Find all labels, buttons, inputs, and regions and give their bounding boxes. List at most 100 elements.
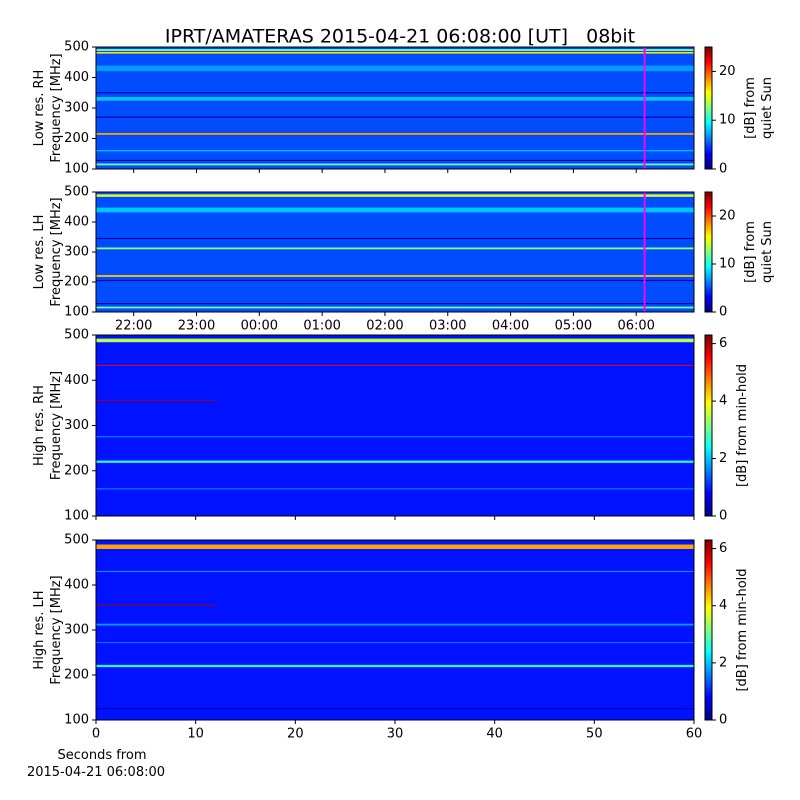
x-tick-label: 30 bbox=[387, 727, 404, 742]
colorbar-tick-label: 10 bbox=[719, 257, 736, 272]
spectrogram-band bbox=[96, 194, 694, 197]
spectrogram-band bbox=[96, 664, 694, 668]
spectrogram-band bbox=[96, 544, 694, 549]
y-axis-label: High res. RH Frequency [MHz] bbox=[32, 371, 64, 480]
y-tick-label: 300 bbox=[64, 623, 89, 638]
y-tick-label: 100 bbox=[64, 713, 89, 728]
colorbar-label-line: [dB] from bbox=[743, 221, 758, 283]
colorbar-tick-label: 0 bbox=[719, 305, 727, 320]
spectrogram-band bbox=[96, 207, 694, 213]
y-tick-label: 500 bbox=[64, 328, 89, 343]
y-tick-label: 200 bbox=[64, 463, 89, 478]
x-tick-label: 04:00 bbox=[492, 319, 529, 334]
x-tick-label: 06:00 bbox=[617, 319, 654, 334]
colorbar bbox=[704, 46, 713, 170]
colorbar-label-line: [dB] from bbox=[743, 77, 758, 139]
y-axis-label-line: Frequency [MHz] bbox=[49, 575, 64, 684]
x-tick-label: 23:00 bbox=[178, 319, 215, 334]
spectrogram-band bbox=[96, 642, 694, 644]
spectrogram-band bbox=[96, 49, 694, 51]
colorbar-label-line: [dB] from min-hold bbox=[735, 568, 750, 691]
y-tick-label: 400 bbox=[64, 215, 89, 230]
colorbar-label: [dB] from quiet Sun bbox=[743, 221, 775, 283]
spectrogram-band bbox=[96, 52, 694, 54]
x-tick-label: 60 bbox=[686, 727, 703, 742]
y-axis-label-line: High res. RH bbox=[32, 385, 47, 466]
x-tick-label: 05:00 bbox=[555, 319, 592, 334]
x-tick-label: 0 bbox=[92, 727, 100, 742]
spectrogram-band bbox=[96, 571, 694, 572]
spectrogram-band bbox=[96, 92, 694, 94]
colorbar-tick-label: 6 bbox=[719, 336, 727, 351]
spectrogram-band bbox=[96, 65, 694, 72]
spectrogram-band bbox=[96, 237, 694, 240]
y-axis-label: Low res. LH Frequency [MHz] bbox=[32, 197, 64, 306]
y-tick-label: 300 bbox=[64, 418, 89, 433]
spectrogram-band bbox=[96, 460, 694, 463]
spectrogram-band bbox=[96, 247, 694, 250]
y-tick-label: 100 bbox=[64, 305, 89, 320]
spectrogram-band bbox=[96, 623, 694, 626]
colorbar-tick-label: 0 bbox=[719, 162, 727, 177]
spectrogram-band bbox=[96, 275, 694, 277]
y-tick-label: 300 bbox=[64, 101, 89, 116]
colorbar-label-line: [dB] from min-hold bbox=[735, 364, 750, 487]
colorbar-tick-label: 4 bbox=[719, 394, 727, 409]
spectrogram-band bbox=[96, 400, 216, 402]
colorbar-tick-label: 20 bbox=[719, 64, 736, 79]
y-axis-label-line: High res. LH bbox=[32, 590, 47, 669]
y-tick-label: 400 bbox=[64, 578, 89, 593]
y-tick-label: 500 bbox=[64, 185, 89, 200]
colorbar-tick-label: 0 bbox=[719, 713, 727, 728]
x-tick-label: 02:00 bbox=[366, 319, 403, 334]
colorbar bbox=[704, 191, 713, 313]
y-tick-label: 200 bbox=[64, 668, 89, 683]
y-axis-label: Low res. RH Frequency [MHz] bbox=[32, 53, 64, 162]
colorbar-label-line: quiet Sun bbox=[760, 221, 775, 283]
colorbar bbox=[704, 539, 713, 721]
x-tick-label: 40 bbox=[486, 727, 503, 742]
figure-title: IPRT/AMATERAS 2015-04-21 06:08:00 [UT] 0… bbox=[165, 26, 635, 48]
colorbar-tick-label: 10 bbox=[719, 113, 736, 128]
y-tick-label: 500 bbox=[64, 533, 89, 548]
x-tick-label: 50 bbox=[586, 727, 603, 742]
y-tick-label: 400 bbox=[64, 373, 89, 388]
y-tick-label: 100 bbox=[64, 509, 89, 524]
spectrogram-band bbox=[96, 163, 694, 166]
x-axis-label-line: Seconds from bbox=[57, 748, 146, 763]
y-tick-label: 500 bbox=[64, 40, 89, 55]
spectrogram-band bbox=[96, 116, 694, 118]
y-axis-label-line: Frequency [MHz] bbox=[49, 197, 64, 306]
spectrogram-band bbox=[96, 364, 694, 366]
y-tick-label: 300 bbox=[64, 245, 89, 260]
x-tick-label: 22:00 bbox=[115, 319, 152, 334]
colorbar-label: [dB] from min-hold bbox=[735, 364, 750, 487]
x-axis-label-line: 2015-04-21 06:08:00 bbox=[27, 765, 165, 780]
y-tick-label: 100 bbox=[64, 162, 89, 177]
spectrogram-band bbox=[96, 338, 694, 343]
spectrogram-band bbox=[96, 303, 694, 305]
colorbar-tick-label: 0 bbox=[719, 509, 727, 524]
x-tick-label: 10 bbox=[187, 727, 204, 742]
x-tick-label: 03:00 bbox=[429, 319, 466, 334]
colorbar-tick-label: 2 bbox=[719, 655, 727, 670]
spectrogram-band bbox=[96, 279, 694, 282]
y-tick-label: 400 bbox=[64, 70, 89, 85]
colorbar-tick-label: 2 bbox=[719, 451, 727, 466]
spectrogram-band bbox=[96, 159, 694, 162]
x-axis-label: Seconds from 2015-04-21 06:08:00 bbox=[27, 748, 165, 780]
x-tick-label: 00:00 bbox=[241, 319, 278, 334]
y-tick-label: 200 bbox=[64, 275, 89, 290]
spectrogram-band bbox=[96, 488, 694, 490]
y-axis-label-line: Low res. LH bbox=[32, 215, 47, 290]
y-axis-label-line: Frequency [MHz] bbox=[49, 371, 64, 480]
colorbar-tick-label: 4 bbox=[719, 598, 727, 613]
y-axis-label-line: Frequency [MHz] bbox=[49, 53, 64, 162]
spectrogram-background bbox=[96, 540, 694, 720]
spectrogram-band bbox=[96, 306, 694, 309]
colorbar-label-line: quiet Sun bbox=[760, 77, 775, 139]
spectrogram-band bbox=[96, 708, 694, 710]
y-axis-label-line: Low res. RH bbox=[32, 70, 47, 147]
y-tick-label: 200 bbox=[64, 131, 89, 146]
